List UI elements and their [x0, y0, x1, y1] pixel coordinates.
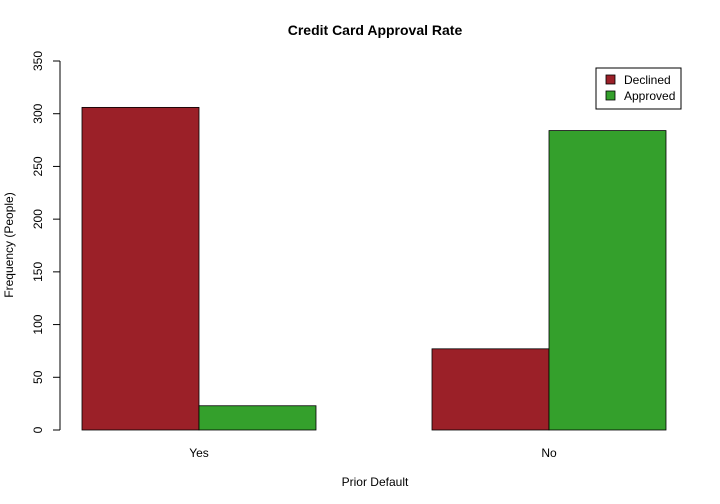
x-tick-label-yes: Yes: [189, 446, 209, 460]
x-axis-label: Prior Default: [342, 475, 409, 489]
bar-yes-approved: [198, 405, 317, 431]
legend-swatch-declined: [605, 74, 616, 85]
bar-yes-declined: [81, 106, 200, 431]
legend: Declined Approved: [595, 67, 682, 110]
x-tick-label-no: No: [541, 446, 557, 460]
y-tick-label: 0: [31, 426, 45, 433]
y-tick-label: 100: [31, 314, 45, 334]
legend-swatch-approved: [605, 90, 616, 101]
y-tick-label: 150: [31, 262, 45, 282]
y-tick-label: 250: [31, 156, 45, 176]
y-tick-label: 200: [31, 209, 45, 229]
y-axis: 0 50 100 150 200 250 300 350: [31, 51, 61, 433]
legend-label-declined: Declined: [624, 73, 671, 87]
y-axis-label: Frequency (People): [2, 192, 16, 297]
bar-no-approved: [548, 130, 667, 431]
bar-no-declined: [431, 348, 550, 431]
bars: [81, 106, 667, 431]
y-tick-label: 50: [31, 370, 45, 384]
chart-title: Credit Card Approval Rate: [288, 22, 463, 38]
y-tick-label: 350: [31, 51, 45, 71]
x-tick-labels: Yes No: [189, 446, 557, 460]
legend-label-approved: Approved: [624, 89, 675, 103]
y-tick-label: 300: [31, 103, 45, 123]
